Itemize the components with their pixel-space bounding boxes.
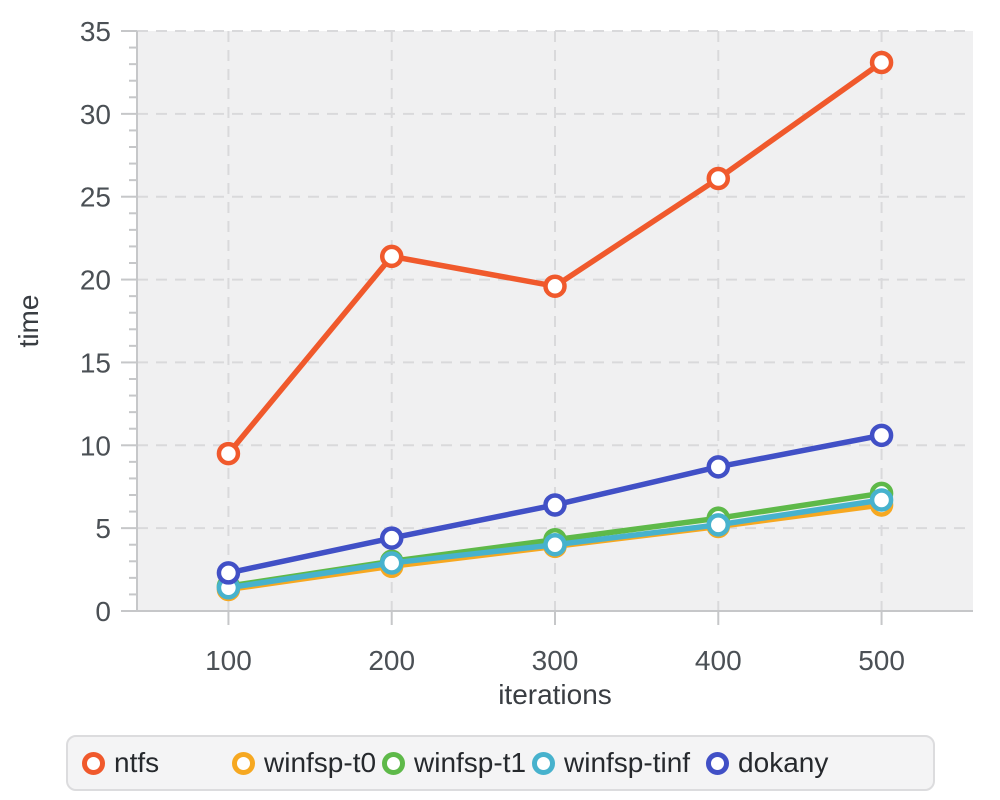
legend-item-dokany[interactable]: dokany	[706, 747, 828, 779]
y-tick-label: 25	[80, 182, 111, 213]
data-point-ntfs-400	[706, 166, 731, 191]
legend-item-winfsp-tinf[interactable]: winfsp-tinf	[532, 747, 690, 779]
data-point-dokany-400	[706, 455, 731, 479]
tick-labels: 0 5 10 15 20 25 30 35 100 200 300 400 500	[80, 16, 905, 676]
data-series-layer	[216, 50, 894, 602]
legend-marker-icon	[532, 751, 555, 775]
y-tick-label: 35	[80, 16, 111, 47]
legend-item-label: winfsp-t1	[414, 747, 527, 778]
data-point-ntfs-500	[869, 50, 894, 75]
data-point-winfsp-tinf-200	[379, 551, 404, 575]
x-tick-label: 400	[695, 645, 742, 676]
data-point-ntfs-200	[379, 244, 404, 269]
data-point-dokany-200	[379, 526, 404, 550]
data-point-winfsp-tinf-400	[706, 513, 731, 537]
legend-item-label: ntfs	[114, 747, 160, 778]
y-tick-label: 5	[95, 513, 111, 544]
legend-marker-icon	[706, 751, 730, 775]
legend-marker-icon	[232, 751, 255, 775]
data-point-dokany-100	[216, 561, 241, 585]
data-point-winfsp-tinf-300	[543, 532, 567, 557]
y-tick-label: 15	[80, 347, 111, 378]
legend-item-ntfs[interactable]: ntfs	[82, 747, 232, 779]
x-tick-label: 300	[532, 645, 579, 676]
y-tick-label: 0	[95, 596, 111, 627]
y-tick-label: 30	[80, 99, 111, 130]
data-point-ntfs-100	[216, 441, 241, 466]
data-point-dokany-300	[543, 493, 567, 517]
tick-marks	[121, 30, 883, 625]
legend-item-winfsp-t0[interactable]: winfsp-t0	[232, 747, 382, 779]
legend-item-winfsp-t1[interactable]: winfsp-t1	[382, 747, 532, 779]
legend-marker-icon	[82, 751, 105, 775]
legend-item-label: winfsp-t0	[264, 747, 377, 778]
x-tick-label: 200	[368, 645, 415, 676]
legend-marker-icon	[382, 751, 405, 775]
legend: ntfs winfsp-t0 winfsp-t1 winfsp-tinf dokany	[66, 735, 935, 791]
y-axis-title: time	[13, 295, 44, 348]
data-point-ntfs-300	[543, 274, 567, 298]
y-tick-label: 10	[80, 430, 111, 461]
y-tick-label: 20	[80, 265, 111, 296]
legend-item-label: winfsp-tinf	[564, 747, 691, 778]
x-tick-label: 500	[858, 645, 905, 676]
data-point-winfsp-tinf-500	[869, 488, 894, 512]
legend-item-label: dokany	[738, 747, 829, 778]
line-chart: 0 5 10 15 20 25 30 35 100 200 300 400 500 iterations…	[13, 16, 973, 710]
x-axis-title: iterations	[498, 679, 612, 710]
x-tick-label: 100	[205, 645, 252, 676]
data-point-dokany-500	[869, 423, 894, 448]
